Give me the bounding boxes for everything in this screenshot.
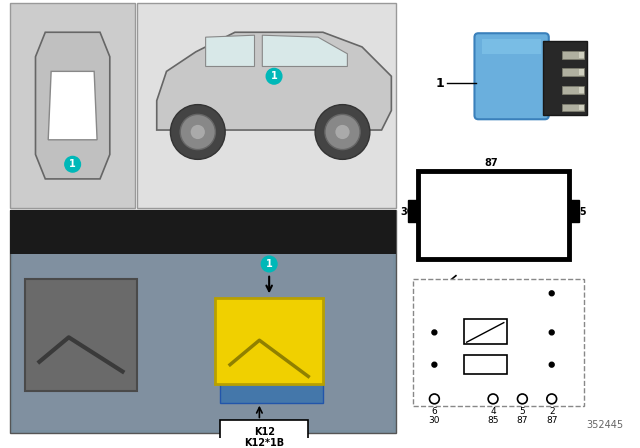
Text: 4: 4 [490, 407, 496, 416]
Text: 85: 85 [487, 417, 499, 426]
Bar [137, 3, 396, 208]
Circle shape [549, 362, 554, 367]
Circle shape [549, 330, 554, 335]
Circle shape [488, 394, 498, 404]
Bar [220, 381, 323, 403]
Bar [10, 3, 135, 208]
Text: K12*1B: K12*1B [244, 438, 284, 448]
Polygon shape [262, 35, 348, 66]
Circle shape [170, 105, 225, 159]
Polygon shape [157, 32, 392, 130]
Bar [220, 420, 308, 448]
Text: 1: 1 [271, 71, 277, 81]
Circle shape [180, 114, 216, 150]
Text: 87: 87 [484, 158, 498, 168]
FancyBboxPatch shape [474, 33, 548, 119]
Bar [13, 254, 394, 430]
Text: 1: 1 [435, 77, 444, 90]
Bar [10, 210, 396, 254]
Bar [563, 103, 584, 112]
Bar [579, 105, 584, 111]
Text: 87: 87 [461, 237, 474, 248]
Bar [570, 200, 579, 222]
Bar [464, 355, 507, 375]
Bar [25, 279, 137, 391]
Polygon shape [35, 32, 110, 179]
Text: 30: 30 [401, 207, 414, 217]
Text: 5: 5 [520, 407, 525, 416]
Bar [563, 86, 584, 94]
Text: 30: 30 [429, 417, 440, 426]
Circle shape [315, 105, 370, 159]
Circle shape [325, 114, 360, 150]
Text: 1: 1 [266, 259, 273, 269]
Text: 87: 87 [516, 417, 528, 426]
Bar [543, 41, 587, 116]
Bar [413, 279, 584, 406]
Polygon shape [48, 71, 97, 140]
Circle shape [432, 330, 437, 335]
Text: 1: 1 [69, 159, 76, 169]
Bar [10, 210, 396, 433]
Text: 2: 2 [549, 407, 554, 416]
Bar [579, 52, 584, 58]
Bar [464, 319, 507, 344]
Circle shape [266, 69, 282, 84]
Circle shape [429, 394, 439, 404]
Bar [413, 279, 584, 406]
Circle shape [518, 394, 527, 404]
Circle shape [547, 394, 557, 404]
Text: 85: 85 [573, 207, 587, 217]
Circle shape [190, 124, 205, 140]
Bar [563, 69, 584, 76]
Text: 87: 87 [546, 417, 557, 426]
Circle shape [335, 124, 350, 140]
Polygon shape [205, 35, 255, 66]
Bar [563, 51, 584, 59]
Bar [579, 87, 584, 93]
Text: 352445: 352445 [586, 420, 623, 430]
Circle shape [432, 362, 437, 367]
Bar [418, 171, 570, 259]
Bar [579, 69, 584, 75]
Bar [216, 298, 323, 384]
Text: 6: 6 [431, 407, 437, 416]
Circle shape [261, 256, 277, 272]
Circle shape [549, 291, 554, 296]
Text: K12: K12 [254, 427, 275, 437]
Circle shape [65, 156, 81, 172]
Bar [483, 39, 541, 54]
Bar [408, 200, 418, 222]
